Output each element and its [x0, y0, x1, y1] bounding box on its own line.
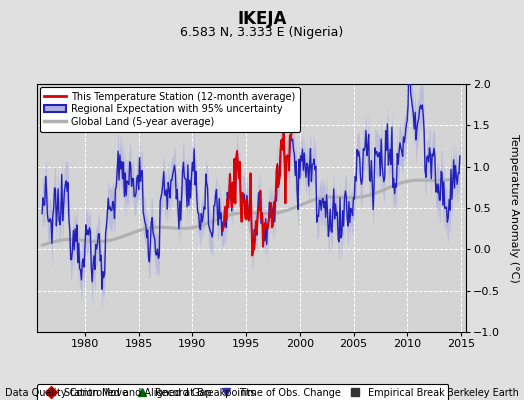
Y-axis label: Temperature Anomaly (°C): Temperature Anomaly (°C)	[509, 134, 519, 282]
Legend: Station Move, Record Gap, Time of Obs. Change, Empirical Break: Station Move, Record Gap, Time of Obs. C…	[37, 384, 449, 400]
Text: Berkeley Earth: Berkeley Earth	[447, 388, 519, 398]
Text: IKEJA: IKEJA	[237, 10, 287, 28]
Text: 6.583 N, 3.333 E (Nigeria): 6.583 N, 3.333 E (Nigeria)	[180, 26, 344, 39]
Text: Data Quality Controlled and Aligned at Breakpoints: Data Quality Controlled and Aligned at B…	[5, 388, 256, 398]
